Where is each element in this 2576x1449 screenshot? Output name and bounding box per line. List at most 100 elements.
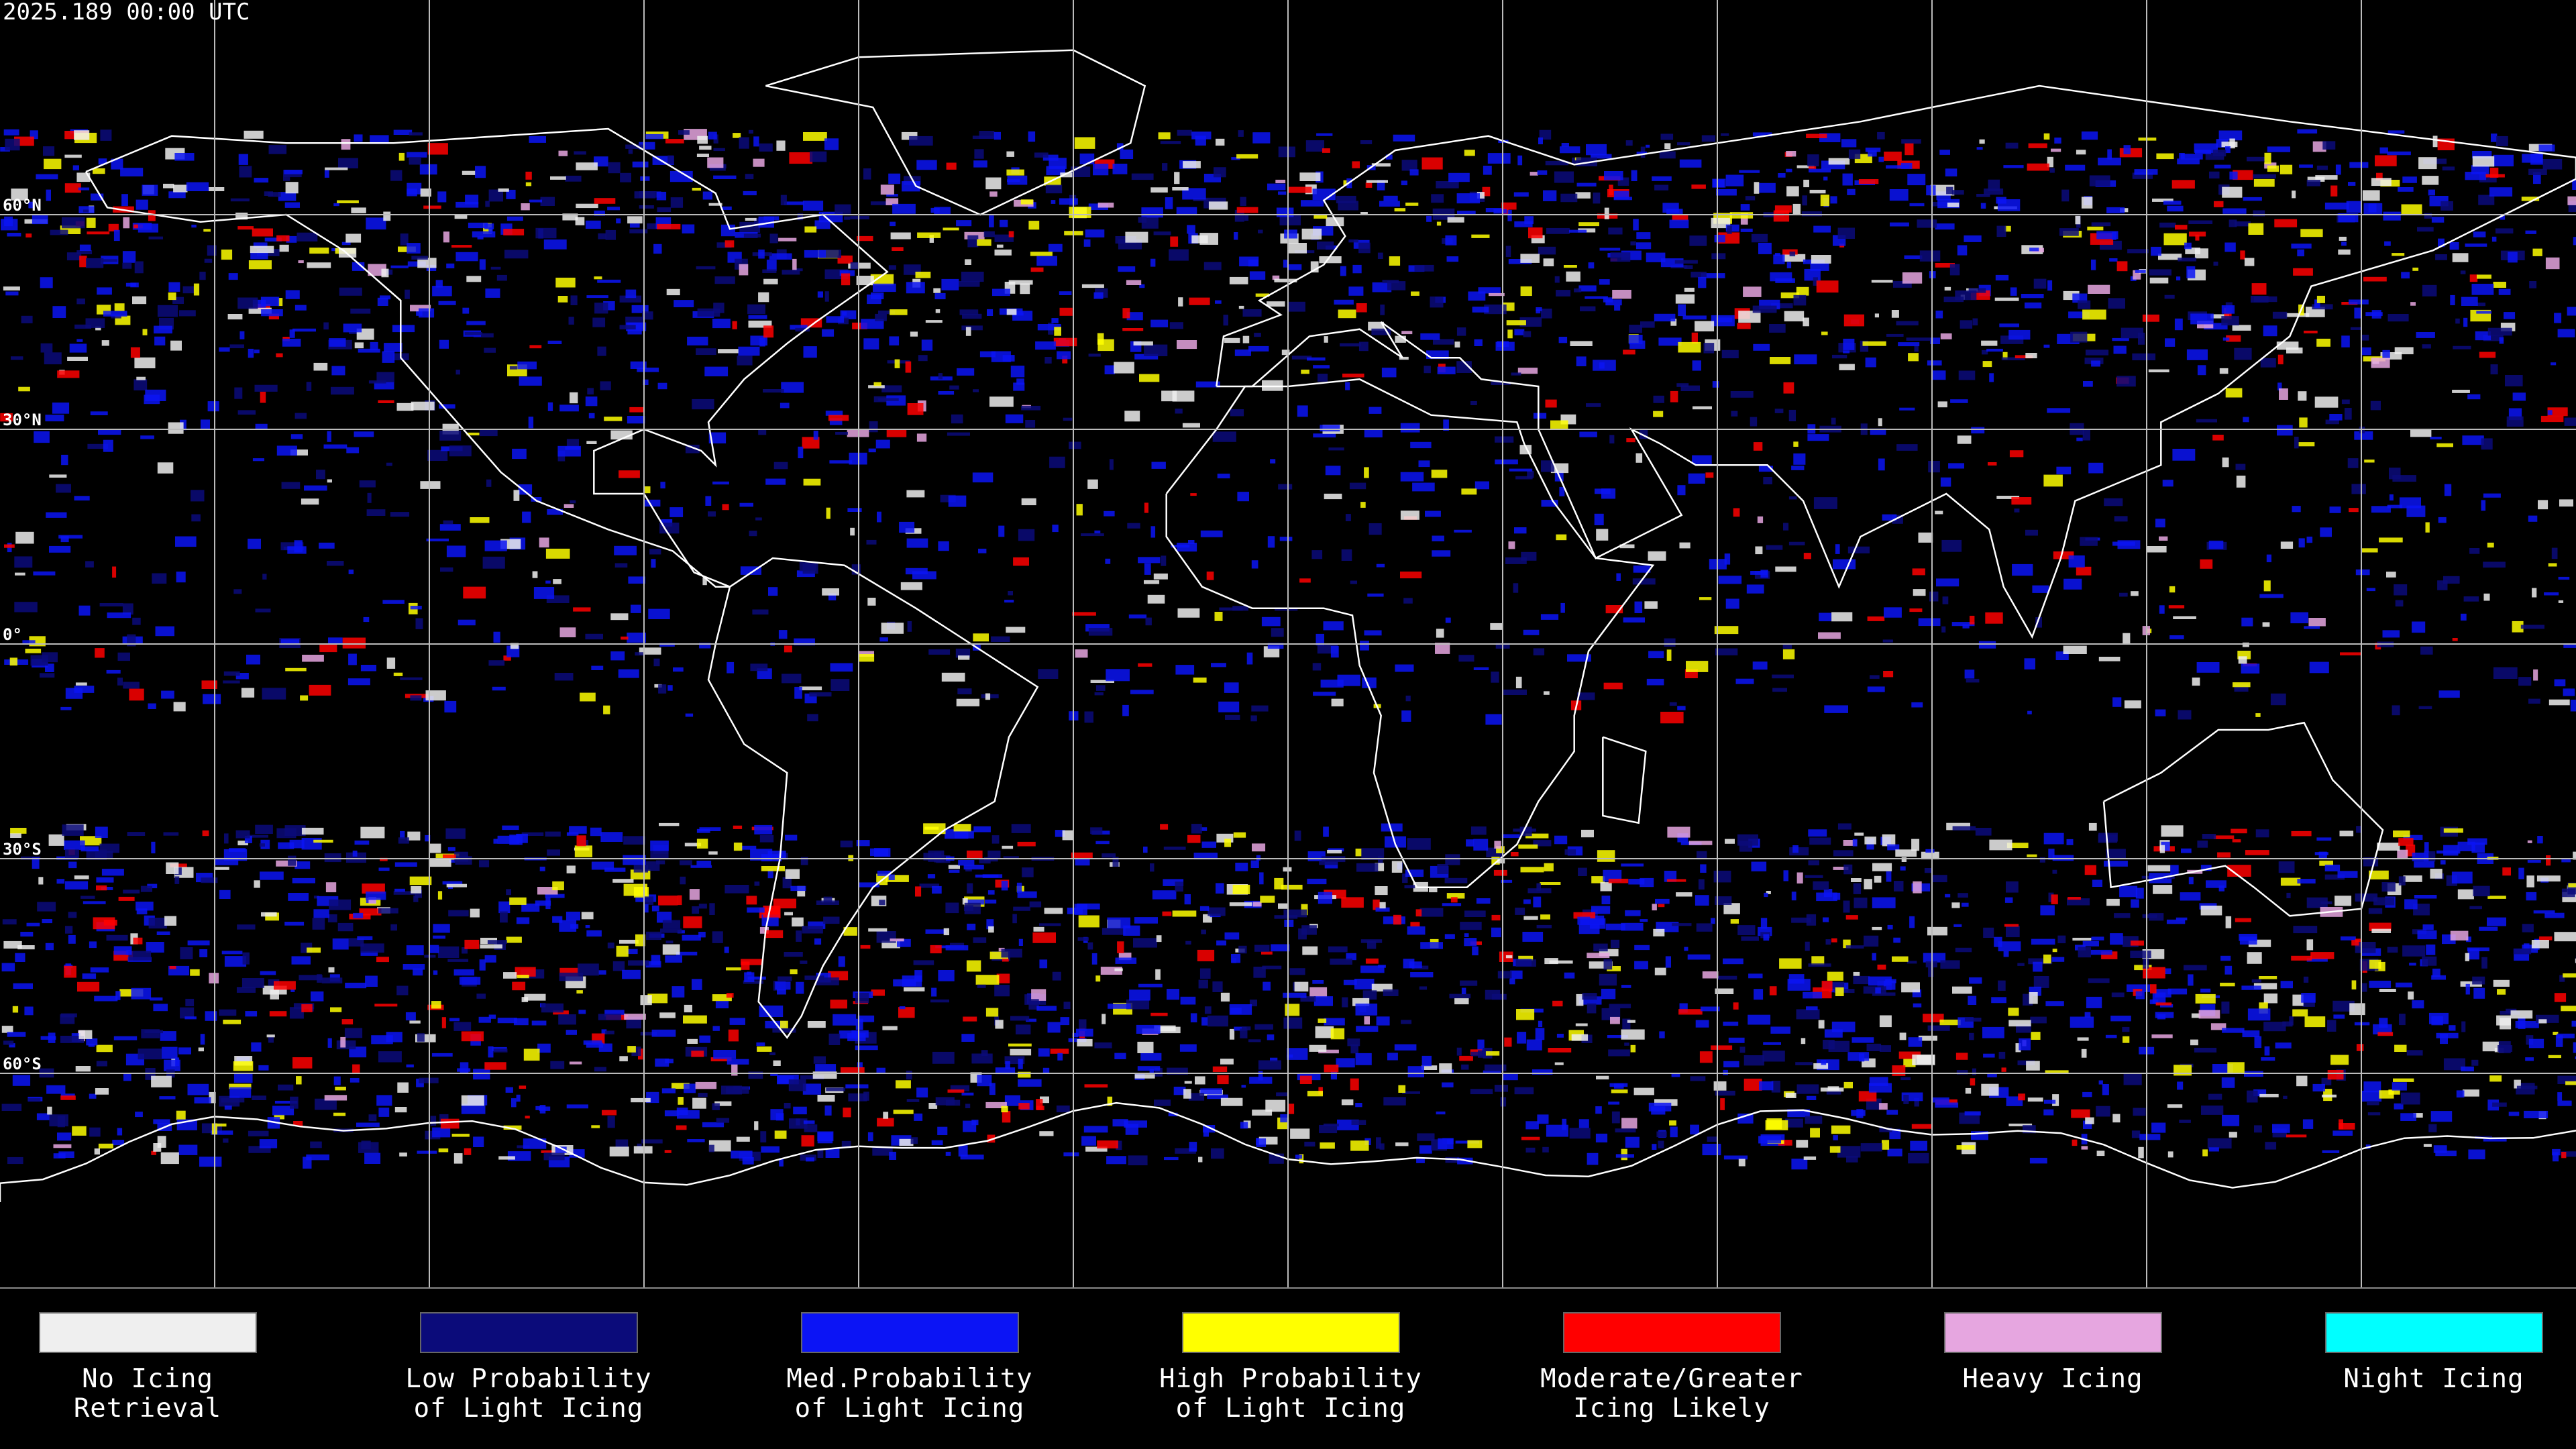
icing-cell bbox=[374, 382, 394, 390]
icing-cell bbox=[248, 348, 254, 358]
icing-cell bbox=[2213, 262, 2218, 266]
icing-cell bbox=[2450, 930, 2469, 941]
icing-cell bbox=[2529, 281, 2537, 288]
icing-cell bbox=[1582, 993, 1597, 1000]
icing-cell bbox=[2123, 633, 2131, 645]
icing-cell bbox=[2009, 450, 2024, 458]
icing-cell bbox=[704, 366, 729, 376]
icing-cell bbox=[1079, 153, 1095, 164]
icing-cell bbox=[1100, 967, 1122, 975]
icing-cell bbox=[2489, 1075, 2502, 1082]
icing-cell bbox=[782, 270, 800, 275]
icing-cell bbox=[2149, 269, 2171, 276]
icing-cell bbox=[1267, 301, 1285, 307]
icing-cell bbox=[1471, 234, 1490, 238]
icing-cell bbox=[2387, 151, 2411, 156]
icing-cell bbox=[1560, 193, 1578, 203]
icing-cell bbox=[765, 478, 786, 485]
icing-cell bbox=[2487, 542, 2494, 548]
icing-cell bbox=[268, 192, 281, 197]
icing-cell bbox=[2545, 257, 2560, 270]
icing-cell bbox=[2159, 845, 2165, 853]
icing-cell bbox=[1377, 965, 1386, 968]
icing-cell bbox=[354, 134, 363, 142]
icing-cell bbox=[1813, 277, 1818, 286]
icing-cell bbox=[407, 243, 421, 254]
icing-cell bbox=[2222, 1114, 2240, 1126]
icing-cell bbox=[431, 1001, 441, 1009]
icing-cell bbox=[1052, 971, 1061, 981]
icing-cell bbox=[773, 462, 788, 470]
icing-cell bbox=[1991, 997, 2006, 1004]
icing-cell bbox=[1249, 1077, 1273, 1084]
icing-cell bbox=[784, 1103, 791, 1109]
icing-cell bbox=[2113, 345, 2127, 354]
icing-cell bbox=[2076, 566, 2092, 576]
icing-cell bbox=[1464, 938, 1477, 947]
icing-cell bbox=[1820, 1087, 1844, 1092]
icing-cell bbox=[1182, 188, 1206, 200]
icing-cell bbox=[2538, 1019, 2547, 1024]
icing-cell bbox=[405, 289, 410, 299]
icing-cell bbox=[132, 617, 141, 625]
icing-cell bbox=[1843, 840, 1858, 846]
icing-cell bbox=[2008, 329, 2031, 340]
icing-cell bbox=[759, 1005, 784, 1017]
icing-cell bbox=[2253, 210, 2265, 217]
icing-cell bbox=[1051, 318, 1059, 323]
icing-cell bbox=[2196, 419, 2217, 423]
icing-cell bbox=[1410, 972, 1434, 977]
icing-cell bbox=[2286, 1134, 2307, 1138]
icing-cell bbox=[2452, 390, 2470, 393]
icing-cell bbox=[2508, 252, 2518, 263]
icing-cell bbox=[1796, 1009, 1820, 1020]
icing-cell bbox=[2179, 1120, 2191, 1123]
icing-cell bbox=[2443, 576, 2460, 584]
icing-cell bbox=[2460, 270, 2466, 274]
icing-cell bbox=[814, 938, 822, 945]
icing-cell bbox=[1324, 861, 1338, 869]
icing-cell bbox=[503, 1125, 522, 1130]
icing-cell bbox=[2088, 462, 2104, 474]
icing-cell bbox=[1682, 315, 1707, 320]
icing-cell bbox=[1975, 828, 1992, 836]
icing-cell bbox=[435, 280, 443, 288]
icing-cell bbox=[885, 198, 899, 205]
icing-cell bbox=[2297, 249, 2304, 257]
icing-cell bbox=[1913, 1003, 1922, 1008]
icing-cell bbox=[100, 129, 112, 141]
icing-cell bbox=[1670, 1126, 1678, 1138]
icing-cell bbox=[2251, 979, 2261, 983]
icing-cell bbox=[868, 448, 876, 453]
icing-cell bbox=[1733, 1002, 1739, 1010]
icing-cell bbox=[122, 262, 132, 269]
icing-cell bbox=[1281, 350, 1290, 356]
icing-cell bbox=[817, 1149, 824, 1158]
icing-cell bbox=[103, 920, 117, 926]
icing-cell bbox=[2306, 958, 2328, 962]
icing-cell bbox=[25, 649, 42, 653]
icing-cell bbox=[1678, 341, 1701, 353]
icing-cell bbox=[1698, 276, 1707, 288]
icing-cell bbox=[1763, 477, 1772, 484]
icing-cell bbox=[1769, 986, 1777, 996]
icing-cell bbox=[1042, 154, 1059, 161]
icing-cell bbox=[1621, 1029, 1645, 1040]
icing-cell bbox=[618, 669, 639, 678]
icing-cell bbox=[140, 885, 152, 892]
icing-cell bbox=[1402, 873, 1408, 883]
icing-cell bbox=[2398, 187, 2414, 192]
icing-cell bbox=[855, 993, 869, 1004]
icing-cell bbox=[1242, 1026, 1251, 1030]
icing-cell bbox=[274, 981, 296, 990]
icing-cell bbox=[1571, 1034, 1589, 1041]
antarctica bbox=[0, 1102, 2576, 1202]
icing-cell bbox=[967, 850, 983, 859]
icing-cell bbox=[2241, 985, 2261, 990]
icing-cell bbox=[594, 1067, 606, 1072]
icing-cell bbox=[729, 1018, 745, 1025]
icing-cell bbox=[115, 991, 121, 1000]
icing-cell bbox=[313, 896, 319, 899]
icing-cell bbox=[1361, 848, 1385, 860]
icing-cell bbox=[1577, 916, 1591, 925]
